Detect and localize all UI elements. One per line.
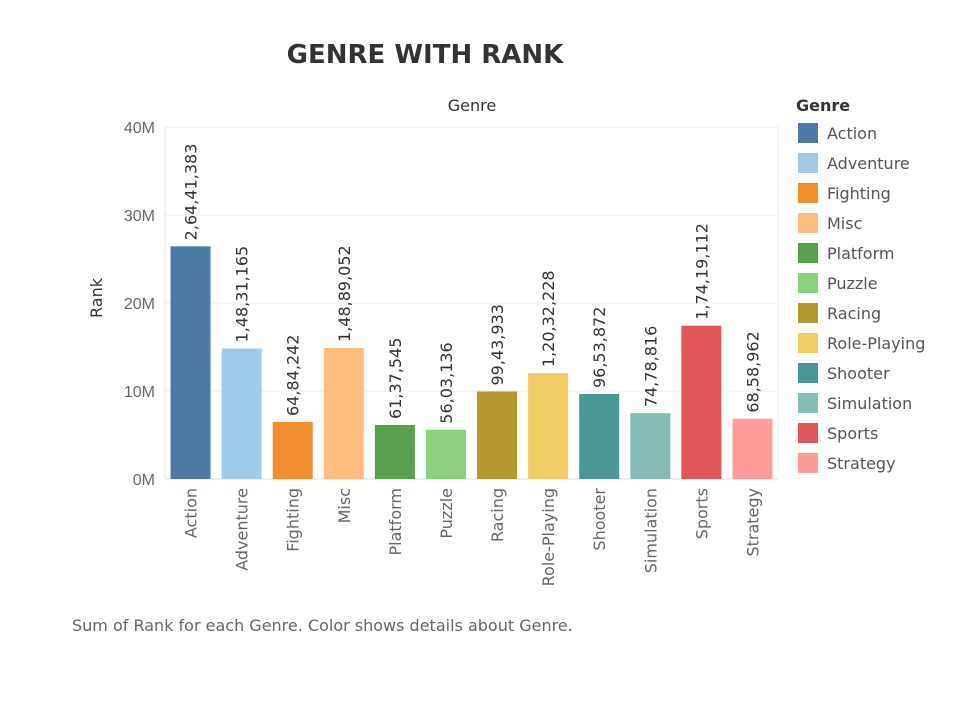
x-tick-label: Puzzle <box>437 488 456 539</box>
bar-simulation <box>630 413 671 479</box>
legend-item: Adventure <box>796 148 925 178</box>
x-tick-labels: Action Adventure Fighting Misc Platform Puzzl… <box>182 488 763 587</box>
bar-racing <box>477 391 518 479</box>
x-tick-label: Shooter <box>590 488 609 551</box>
legend-label: Simulation <box>827 393 913 413</box>
legend-swatch <box>798 183 818 203</box>
bar-strategy <box>732 418 773 479</box>
x-tick-label: Adventure <box>233 488 252 571</box>
legend-swatch <box>798 243 818 263</box>
data-label: 99,43,933 <box>488 304 507 385</box>
legend-label: Action <box>827 123 878 143</box>
x-tick-label: Fighting <box>284 488 303 552</box>
data-label: 61,37,545 <box>386 338 405 419</box>
legend-label: Role-Playing <box>827 333 926 353</box>
y-axis-label: Rank <box>87 277 106 318</box>
legend-swatch <box>798 153 818 173</box>
legend-item: Fighting <box>796 178 925 208</box>
legend-label: Strategy <box>827 453 896 473</box>
bar-misc <box>323 347 364 479</box>
legend-swatch <box>798 213 818 233</box>
data-label: 74,78,816 <box>641 326 660 407</box>
legend-item: Simulation <box>796 388 925 418</box>
bars <box>170 246 773 479</box>
legend-swatch <box>798 393 818 413</box>
legend-item: Racing <box>796 298 925 328</box>
data-label: 2,64,41,383 <box>182 144 201 241</box>
y-tick-label: 0M <box>133 472 155 489</box>
x-tick-label: Sports <box>692 488 711 539</box>
legend-swatch <box>798 423 818 443</box>
legend-label: Sports <box>827 423 879 443</box>
bar-shooter <box>579 394 620 479</box>
legend-swatch <box>798 363 818 383</box>
x-tick-label: Misc <box>335 488 354 523</box>
legend-item: Misc <box>796 208 925 238</box>
bar-platform <box>374 424 415 479</box>
legend-items: Action Adventure Fighting Misc Platform Puzzl… <box>796 118 925 478</box>
x-tick-label: Platform <box>386 488 405 555</box>
axes <box>164 127 779 480</box>
legend-item: Sports <box>796 418 925 448</box>
legend-swatch <box>798 303 818 323</box>
legend-label: Fighting <box>827 183 891 203</box>
legend-swatch <box>798 453 818 473</box>
x-tick-label: Role-Playing <box>539 488 558 586</box>
bar-puzzle <box>425 429 466 479</box>
legend-label: Misc <box>827 213 863 233</box>
chart-title: GENRE WITH RANK <box>286 40 564 70</box>
bar-action <box>170 246 211 479</box>
legend-item: Role-Playing <box>796 328 925 358</box>
data-label: 96,53,872 <box>590 307 609 388</box>
x-tick-label: Racing <box>488 488 507 542</box>
legend-label: Shooter <box>827 363 890 383</box>
y-tick-labels: 0M 10M 20M 30M 40M <box>124 120 155 489</box>
column-header: Genre <box>448 96 496 115</box>
x-tick-label: Strategy <box>743 488 762 557</box>
bar-adventure <box>221 348 262 479</box>
x-tick-label: Action <box>182 488 201 538</box>
data-label: 1,48,31,165 <box>233 246 252 343</box>
y-tick-label: 20M <box>124 296 155 313</box>
data-label: 1,48,89,052 <box>335 245 354 342</box>
legend-label: Racing <box>827 303 882 323</box>
bar-role-playing <box>528 373 569 479</box>
y-tick-label: 30M <box>124 208 155 225</box>
legend-swatch <box>798 123 818 143</box>
gridlines <box>165 126 778 392</box>
legend-title: Genre <box>796 96 851 115</box>
bar-sports <box>681 325 722 479</box>
chart-caption: Sum of Rank for each Genre. Color shows … <box>72 616 573 635</box>
legend-item: Strategy <box>796 448 925 478</box>
data-labels: 2,64,41,383 1,48,31,165 64,84,242 1,48,89,0… <box>182 144 763 424</box>
data-label: 1,74,19,112 <box>692 223 711 320</box>
data-label: 1,20,32,228 <box>539 270 558 367</box>
bar-fighting <box>272 421 313 479</box>
legend: Genre Action Adventure Fighting Misc Platfor… <box>796 94 925 478</box>
legend-label: Platform <box>827 243 895 263</box>
legend-label: Puzzle <box>827 273 878 293</box>
legend-swatch <box>798 333 818 353</box>
data-label: 68,58,962 <box>743 331 762 412</box>
x-tick-label: Simulation <box>641 488 660 573</box>
data-label: 64,84,242 <box>284 335 303 416</box>
legend-item: Platform <box>796 238 925 268</box>
legend-item: Puzzle <box>796 268 925 298</box>
y-tick-label: 40M <box>124 120 155 137</box>
y-tick-label: 10M <box>124 384 155 401</box>
data-label: 56,03,136 <box>437 342 456 423</box>
legend-swatch <box>798 273 818 293</box>
legend-item: Shooter <box>796 358 925 388</box>
legend-label: Adventure <box>827 153 910 173</box>
legend-item: Action <box>796 118 925 148</box>
